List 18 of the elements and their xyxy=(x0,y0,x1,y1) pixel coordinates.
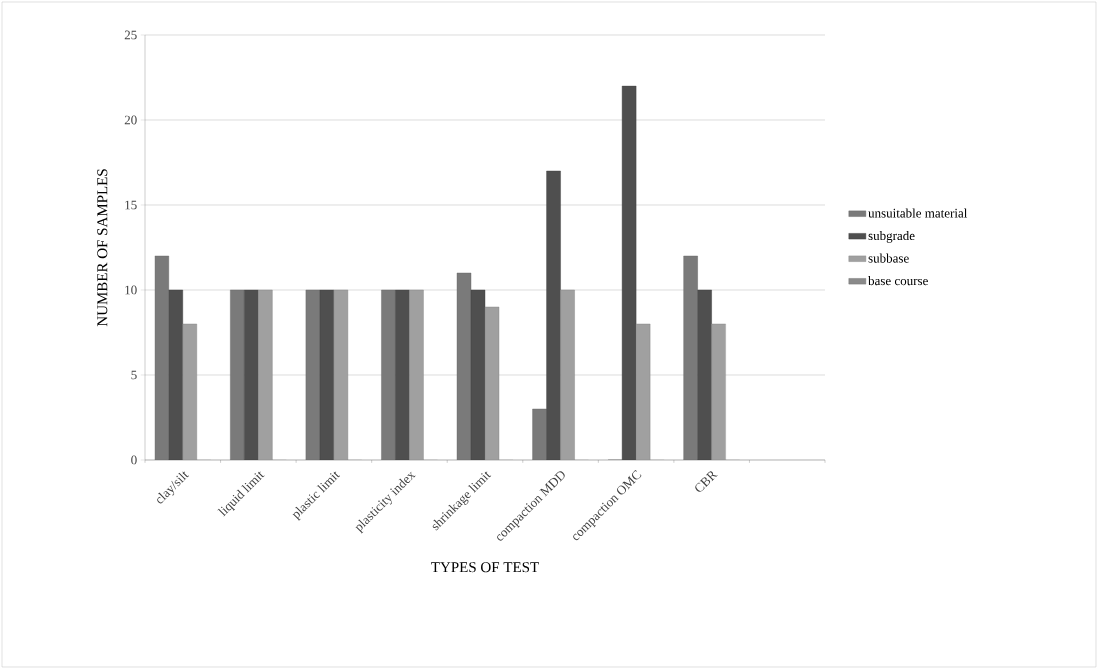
y-tick-label: 15 xyxy=(125,200,137,210)
x-tick-label: CBR xyxy=(695,471,718,492)
y-tick-label: 20 xyxy=(124,115,137,125)
x-axis-title: TYPES OF TEST xyxy=(431,562,539,573)
legend-label: subgrade xyxy=(868,230,915,243)
y-tick-label: 5 xyxy=(131,370,137,380)
y-tick-label: 10 xyxy=(125,285,137,295)
bar xyxy=(168,289,183,460)
y-tick-label: 25 xyxy=(124,30,137,40)
y-tick-label: 0 xyxy=(131,455,137,465)
bar xyxy=(244,289,259,460)
legend-label: unsuitable material xyxy=(868,208,968,218)
legend-label: base course xyxy=(868,276,928,286)
bar xyxy=(395,289,410,460)
bar xyxy=(546,170,561,460)
legend-label: subbase xyxy=(868,253,909,263)
bar xyxy=(697,289,712,460)
y-axis-title: NUMBER OF SAMPLES xyxy=(97,169,108,327)
